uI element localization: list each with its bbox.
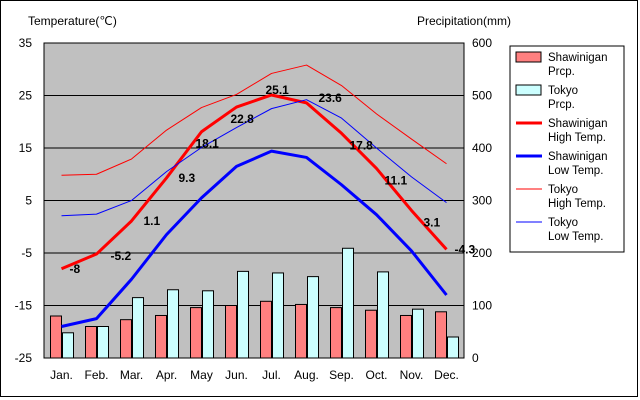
precipitation-bar — [435, 311, 447, 359]
data-label: -4.3 — [455, 242, 476, 256]
data-label: 9.3 — [179, 171, 196, 185]
axes: 35 600 25 500 15 400 5 300 -5 200 -15 100 -25 0 Jan. Fe… — [15, 36, 493, 382]
y-left-tick-label: -5 — [21, 246, 32, 260]
x-tick-label: Jun. — [225, 368, 248, 382]
x-tick-label: Apr. — [156, 368, 177, 382]
precipitation-bar — [155, 314, 167, 359]
precipitation-bar — [132, 297, 144, 359]
data-label: 11.1 — [385, 173, 408, 187]
y-left-tick-label: 35 — [19, 36, 33, 50]
precipitation-bar — [295, 303, 307, 359]
precipitation-bar — [85, 326, 97, 359]
precipitation-bar — [237, 270, 249, 359]
data-label: 1.1 — [144, 214, 161, 228]
precipitation-bar — [365, 309, 377, 359]
legend-box — [509, 45, 625, 253]
precipitation-bar — [307, 276, 319, 359]
y-right-axis-title: Precipitation(mm) — [417, 14, 511, 28]
legend-swatch — [515, 84, 542, 96]
y-right-tick-label: 0 — [472, 351, 479, 365]
precipitation-bar — [447, 336, 459, 359]
precipitation-bar — [400, 314, 412, 359]
precipitation-bar — [330, 307, 342, 359]
data-label: -8 — [70, 262, 81, 276]
precipitation-bar — [97, 326, 109, 359]
x-tick-label: Jul. — [262, 368, 281, 382]
y-right-tick-label: 300 — [472, 194, 492, 208]
y-left-tick-label: -25 — [15, 351, 33, 365]
data-label: 18.1 — [196, 137, 220, 151]
precipitation-bar — [50, 315, 62, 359]
y-left-tick-label: 25 — [19, 89, 33, 103]
x-tick-label: Nov. — [400, 368, 424, 382]
x-tick-label: Jan. — [50, 368, 73, 382]
x-tick-label: Aug. — [294, 368, 319, 382]
precipitation-bar — [412, 308, 424, 359]
data-label: -5.2 — [111, 249, 132, 263]
precipitation-bar — [202, 290, 214, 359]
precipitation-bar — [342, 247, 354, 359]
grid-lines — [44, 95, 464, 306]
data-label: 22.8 — [231, 112, 255, 126]
data-label: 23.6 — [319, 91, 343, 105]
precipitation-bar — [120, 319, 132, 359]
legend-label: Tokyo Low Temp. — [548, 217, 603, 243]
data-label: 25.1 — [266, 83, 290, 97]
x-tick-label: Feb. — [84, 368, 108, 382]
legend-label: Shawinigan Prcp. — [548, 52, 607, 78]
legend-label: Tokyo High Temp. — [548, 184, 606, 210]
precipitation-bar — [377, 271, 389, 359]
precipitation-bars — [50, 247, 459, 359]
y-right-tick-label: 200 — [472, 246, 492, 260]
temperature-line — [61, 149, 448, 328]
temperature-line — [61, 99, 447, 217]
legend-label: Shawinigan High Temp. — [548, 118, 607, 144]
y-left-tick-label: 5 — [25, 194, 32, 208]
y-right-tick-label: 500 — [472, 89, 492, 103]
x-tick-label: Sep. — [329, 368, 354, 382]
precipitation-bar — [62, 332, 74, 359]
legend-swatch — [515, 51, 542, 63]
y-left-tick-label: 15 — [19, 141, 33, 155]
precipitation-bar — [272, 272, 284, 359]
x-tick-label: Dec. — [434, 368, 459, 382]
y-left-axis-title: Temperature(℃) — [28, 14, 117, 28]
x-tick-label: May — [190, 368, 213, 382]
data-label: 17.8 — [350, 138, 374, 152]
precipitation-bar — [167, 289, 179, 359]
x-tick-label: Oct. — [365, 368, 387, 382]
data-labels: -8 -5.2 1.1 9.3 18.1 22.8 25.1 23.6 17.8 11.1 3.1-… — [70, 83, 476, 276]
y-right-tick-label: 400 — [472, 141, 492, 155]
precipitation-bar — [190, 307, 202, 359]
legend-label: Tokyo Prcp. — [548, 85, 578, 111]
temperature-lines — [60, 64, 448, 328]
y-left-tick-label: -15 — [15, 299, 33, 313]
y-right-tick-label: 100 — [472, 299, 492, 313]
data-label: 3.1 — [424, 215, 441, 229]
x-tick-label: Mar. — [120, 368, 143, 382]
temperature-line — [60, 93, 448, 271]
legend: Shawinigan Prcp. Tokyo Prcp. Shawinigan High … — [509, 45, 625, 253]
precipitation-bar — [225, 305, 237, 359]
precipitation-bar — [260, 300, 272, 359]
y-right-tick-label: 600 — [472, 36, 492, 50]
legend-label: Shawinigan Low Temp. — [548, 151, 607, 177]
temperature-line — [61, 64, 447, 176]
